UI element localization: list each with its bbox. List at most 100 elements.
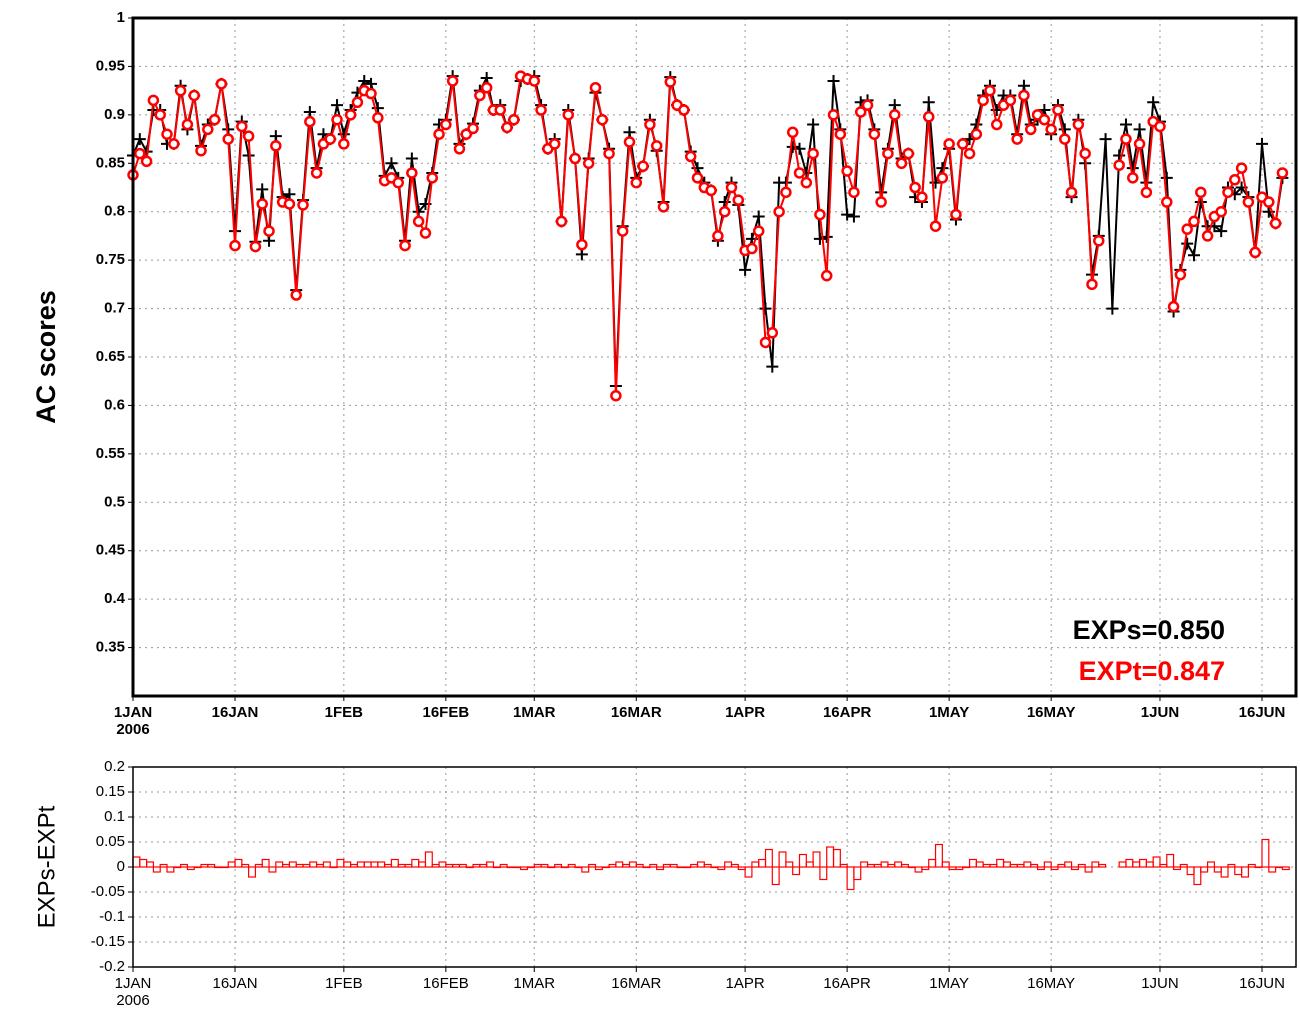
diff-bar	[676, 866, 685, 869]
diff-bar	[438, 861, 447, 868]
y-tick-label: 0.7	[104, 300, 125, 317]
x-tick-label: 1JUN	[1141, 704, 1179, 721]
circle-marker	[922, 111, 935, 123]
diff-bar	[1138, 858, 1147, 868]
diff-bar	[1043, 861, 1052, 868]
circle-marker	[1018, 89, 1030, 102]
x-tick-label: 1JAN	[115, 975, 152, 992]
diff-bar	[832, 848, 841, 868]
circle-marker	[290, 289, 302, 301]
circle-marker	[270, 140, 282, 152]
x-tick-label: 1MAY	[929, 704, 969, 721]
diff-bar	[853, 866, 862, 881]
circle-marker	[548, 138, 561, 150]
diff-bar	[1193, 866, 1202, 886]
diff-bar	[792, 866, 801, 876]
circle-marker	[535, 104, 547, 116]
diff-bar	[526, 866, 535, 869]
circle-marker	[324, 133, 336, 145]
diff-bar	[594, 866, 603, 871]
circle-marker	[1045, 123, 1057, 136]
diff-bar	[581, 866, 590, 873]
diff-bar	[295, 863, 304, 868]
plus-marker	[1215, 225, 1228, 238]
plus-marker	[256, 183, 269, 196]
y-tick-label: 0.95	[96, 57, 125, 74]
diff-bar	[173, 866, 182, 869]
diff-bar	[1247, 863, 1256, 868]
diff-bar	[1227, 863, 1236, 868]
circle-marker	[589, 81, 602, 94]
circle-marker	[834, 128, 847, 140]
circle-marker	[440, 118, 452, 131]
diff-bar	[758, 858, 767, 868]
diff-bar	[887, 863, 896, 868]
diff-bar	[1159, 863, 1168, 868]
diff-bar	[839, 863, 848, 868]
diff-bar	[975, 861, 984, 868]
plus-marker	[807, 118, 820, 131]
diff-bar	[322, 861, 331, 868]
circle-marker	[752, 225, 765, 237]
diff-bar	[928, 858, 937, 868]
diff-bar	[540, 863, 549, 868]
circle-marker	[582, 157, 595, 170]
plus-marker	[766, 360, 779, 373]
circle-marker	[1113, 159, 1125, 171]
diff-bar	[363, 861, 372, 868]
diff-bar	[384, 863, 393, 868]
circle-marker	[297, 199, 309, 211]
y-tick-label: 0.5	[104, 493, 125, 510]
diff-bar	[180, 863, 189, 868]
circle-marker	[984, 84, 996, 97]
diff-bar	[764, 848, 773, 868]
circle-marker	[195, 144, 207, 157]
diff-bar	[431, 863, 440, 868]
y-tick-label: 0	[117, 858, 125, 875]
x-tick-label: 16MAR	[611, 975, 661, 992]
circle-marker	[338, 138, 350, 150]
circle-marker	[161, 128, 173, 140]
diff-bar	[350, 863, 359, 868]
diff-bar	[724, 861, 733, 868]
diff-bar	[683, 866, 692, 869]
plus-marker	[1181, 237, 1194, 250]
diff-bar	[486, 861, 495, 868]
circle-marker	[759, 336, 772, 349]
circle-marker	[1052, 104, 1064, 116]
circle-marker	[1127, 172, 1139, 184]
diff-bar	[860, 861, 869, 868]
diff-bar	[458, 863, 467, 868]
plus-marker	[385, 157, 398, 170]
circle-marker	[929, 220, 942, 232]
y-tick-label: 0.05	[96, 833, 125, 850]
plus-marker	[1147, 96, 1160, 109]
diff-bar	[696, 861, 705, 868]
diff-bar	[894, 861, 903, 868]
circle-marker	[882, 147, 894, 160]
diff-bar	[989, 863, 998, 868]
diff-bar	[771, 866, 780, 886]
circle-marker	[460, 128, 473, 140]
diff-bar	[445, 863, 454, 868]
circle-marker	[793, 167, 806, 179]
diff-bar	[336, 858, 345, 868]
x-tick-label: 16APR	[823, 975, 871, 992]
circle-marker	[970, 128, 983, 140]
circle-marker	[596, 113, 609, 126]
diff-bar	[921, 866, 930, 871]
diff-bar	[914, 866, 923, 873]
x-tick-label: 1JUN	[1141, 975, 1179, 992]
diff-bar	[955, 866, 964, 871]
y-tick-label: 0.55	[96, 445, 125, 462]
diff-bar	[1016, 863, 1025, 868]
diff-bar	[241, 863, 250, 868]
diff-bar	[397, 863, 406, 868]
diff-bar	[152, 866, 161, 873]
circle-marker	[718, 205, 731, 218]
diff-bar	[628, 861, 637, 868]
circle-marker	[344, 109, 357, 121]
circle-marker	[800, 176, 813, 189]
diff-bar	[316, 863, 325, 868]
